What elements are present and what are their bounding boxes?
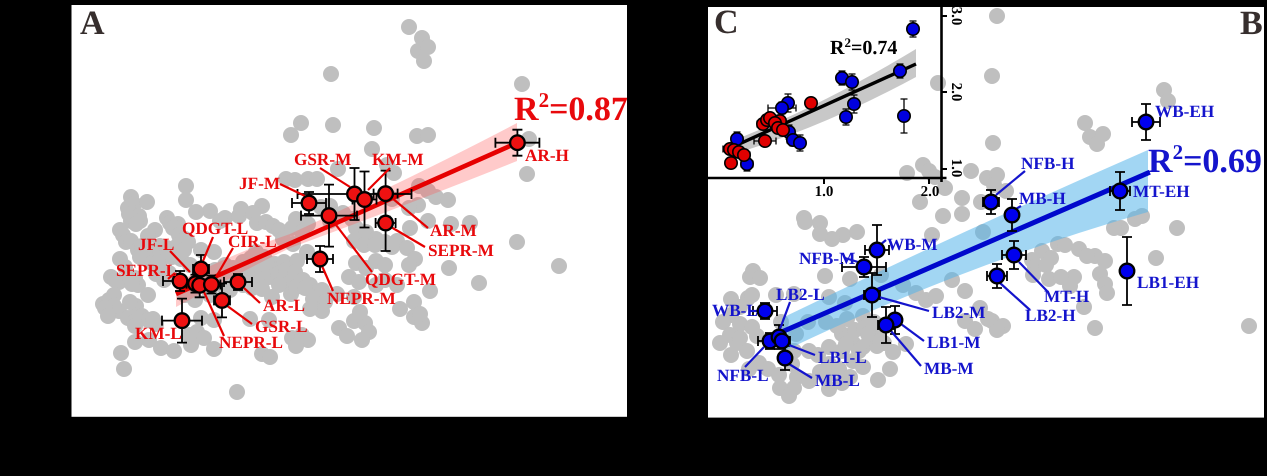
svg-text:SEPR-M: SEPR-M [428,241,494,260]
svg-text:SEPR-L: SEPR-L [116,261,177,280]
svg-text:R2=0.74: R2=0.74 [830,35,897,59]
svg-text:LB2-L: LB2-L [776,285,825,304]
svg-text:MB-H: MB-H [1019,189,1066,208]
svg-text:LB1-M: LB1-M [927,333,980,352]
svg-text:CIR-L: CIR-L [228,232,277,251]
svg-text:A: A [80,5,105,42]
svg-text:KM-L: KM-L [135,324,182,343]
svg-text:KM-M: KM-M [372,150,424,169]
svg-text:R2=0.69: R2=0.69 [1148,140,1262,180]
svg-text:LB1-EH: LB1-EH [1137,273,1200,292]
svg-text:MT-H: MT-H [1044,287,1090,306]
svg-text:JF-L: JF-L [138,235,174,254]
svg-text:B: B [1240,5,1263,42]
svg-text:MB-M: MB-M [924,359,974,378]
svg-text:NEPR-M: NEPR-M [327,289,396,308]
svg-text:LB2-M: LB2-M [932,303,985,322]
svg-text:JF-M: JF-M [239,174,280,193]
svg-text:GSR-L: GSR-L [255,317,308,336]
svg-text:NFB-H: NFB-H [1021,154,1075,173]
svg-text:WB-M: WB-M [887,235,938,254]
svg-text:GSR-M: GSR-M [294,150,351,169]
svg-text:3.0: 3.0 [948,7,964,26]
svg-text:AR-H: AR-H [525,146,570,165]
svg-text:AR-L: AR-L [263,296,305,315]
svg-text:NFB-M: NFB-M [799,249,855,268]
svg-text:MB-L: MB-L [815,371,860,390]
svg-text:C: C [714,4,739,41]
svg-text:1.0: 1.0 [815,184,834,200]
svg-text:QDGT-M: QDGT-M [365,270,436,289]
svg-text:MT-EH: MT-EH [1133,182,1190,201]
svg-text:1.0: 1.0 [948,159,964,178]
svg-text:LB2-H: LB2-H [1025,306,1076,325]
svg-text:2.0: 2.0 [948,83,964,102]
svg-text:NFB-L: NFB-L [717,366,769,385]
svg-text:2.0: 2.0 [921,184,940,200]
svg-text:LB1-L: LB1-L [818,348,867,367]
svg-text:NEPR-L: NEPR-L [219,333,283,352]
svg-text:WB-EH: WB-EH [1155,102,1215,121]
svg-text:R2=0.87: R2=0.87 [514,88,628,128]
svg-text:WB-L: WB-L [712,301,758,320]
svg-text:AR-M: AR-M [430,221,477,240]
svg-text:QDGT-L: QDGT-L [182,219,248,238]
